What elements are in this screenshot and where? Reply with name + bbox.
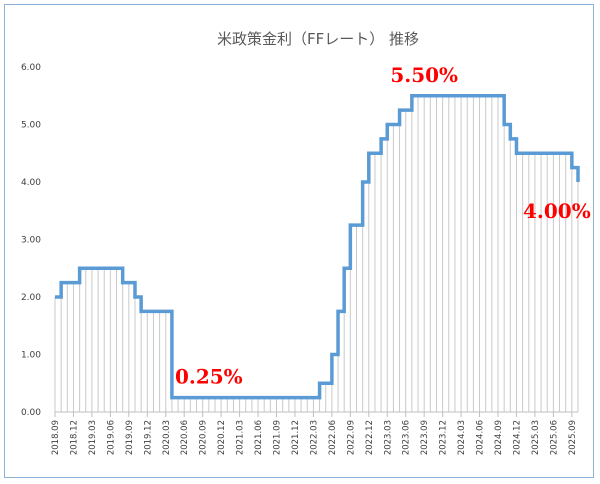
x-tick-label: 2021.06 [254,420,264,455]
chart-title: 米政策金利（FFレート） 推移 [217,30,419,48]
x-axis: 2018.09 2018.12 2019.03 2019.06 2019.09 2019.… [51,411,578,455]
x-tick-label: 2023.03 [383,420,393,455]
y-tick-label: 6.00 [21,63,41,73]
x-tick-label: 2019.06 [106,420,116,455]
x-tick-label: 2019.09 [125,420,135,455]
x-tick-label: 2024.09 [494,420,504,455]
x-tick-label: 2024.12 [512,420,522,455]
y-tick-label: 3.00 [21,236,41,246]
x-tick-label: 2020.03 [162,420,172,455]
x-tick-label: 2021.12 [291,420,301,455]
series-group [55,94,580,400]
x-tick-label: 2024.03 [457,420,467,455]
x-tick-label: 2022.03 [309,420,319,455]
x-tick-label: 2020.09 [199,420,209,455]
x-tick-label: 2023.12 [439,420,449,455]
x-tick-label: 2023.09 [420,420,430,455]
x-tick-label: 2020.06 [180,420,190,455]
y-tick-label: 4.00 [21,178,41,188]
drop-lines [54,95,579,412]
y-axis: 0.00 1.00 2.00 3.00 4.00 5.00 6.00 [21,63,41,418]
y-tick-label: 5.00 [21,121,41,131]
rate-annotation: 4.00% [523,199,591,223]
x-tick-label: 2022.06 [328,420,338,455]
x-tick-label: 2021.09 [273,420,283,455]
x-tick-label: 2019.03 [88,420,98,455]
y-tick-label: 0.00 [21,408,41,418]
x-tick-label: 2023.06 [402,420,412,455]
x-tick-label: 2025.09 [568,420,578,455]
x-tick-label: 2024.06 [476,420,486,455]
x-tick-label: 2018.09 [51,420,61,455]
rate-line [55,94,580,400]
y-tick-label: 2.00 [21,293,41,303]
x-tick-label: 2022.09 [346,420,356,455]
rate-annotation: 0.25% [175,365,243,389]
y-tick-label: 1.00 [21,351,41,361]
x-tick-label: 2025.03 [531,420,541,455]
annotations: 5.50% 0.25% 4.00% [175,63,591,389]
x-tick-label: 2021.03 [236,420,246,455]
rate-annotation: 5.50% [390,63,458,87]
x-tick-label: 2022.12 [365,420,375,455]
x-tick-label: 2020.12 [217,420,227,455]
x-tick-label: 2025.06 [549,420,559,455]
x-tick-label: 2018.12 [69,420,79,455]
x-tick-label: 2019.12 [143,420,153,455]
